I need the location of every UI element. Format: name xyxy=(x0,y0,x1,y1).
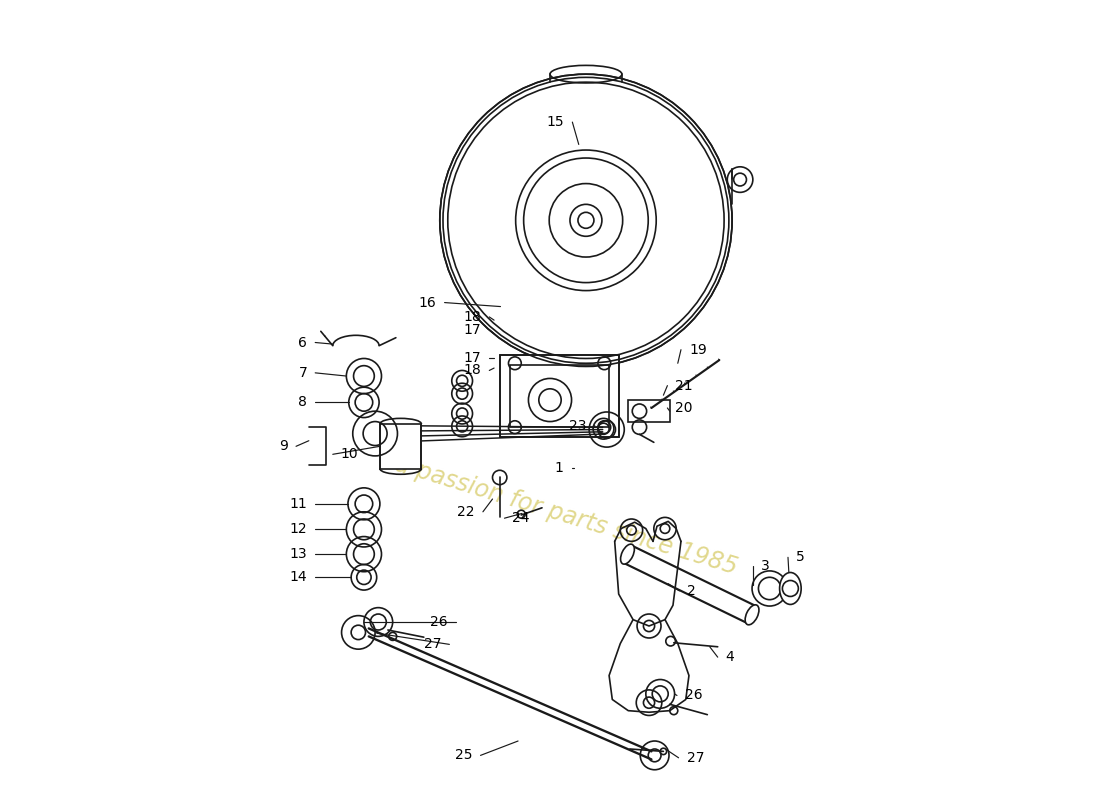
Text: 10: 10 xyxy=(341,447,359,462)
Bar xyxy=(500,355,618,437)
Text: 7: 7 xyxy=(298,366,307,380)
Bar xyxy=(510,365,609,427)
Ellipse shape xyxy=(780,573,801,605)
Text: 12: 12 xyxy=(289,522,307,536)
Bar xyxy=(379,424,421,469)
Text: 17: 17 xyxy=(464,350,482,365)
Text: 2: 2 xyxy=(688,584,696,598)
Ellipse shape xyxy=(620,544,635,564)
Text: 18: 18 xyxy=(463,310,482,324)
Bar xyxy=(628,400,670,422)
Text: 21: 21 xyxy=(675,378,693,393)
Text: 22: 22 xyxy=(458,505,475,519)
Circle shape xyxy=(440,74,733,366)
Text: 19: 19 xyxy=(689,342,706,357)
Text: 13: 13 xyxy=(289,547,307,561)
Text: 4: 4 xyxy=(726,650,735,664)
Text: 26: 26 xyxy=(430,615,448,629)
Text: 6: 6 xyxy=(298,335,307,350)
Text: 3: 3 xyxy=(761,559,770,573)
Text: 27: 27 xyxy=(424,638,441,651)
Text: a passion for parts since 1985: a passion for parts since 1985 xyxy=(392,452,740,579)
Text: 25: 25 xyxy=(455,748,473,762)
Text: 26: 26 xyxy=(685,689,703,702)
Text: 16: 16 xyxy=(419,295,437,310)
Text: 1: 1 xyxy=(554,461,563,475)
Text: 8: 8 xyxy=(298,395,307,410)
Text: 24: 24 xyxy=(513,511,530,525)
Text: 17: 17 xyxy=(464,322,482,337)
Text: 9: 9 xyxy=(279,439,288,454)
Text: 11: 11 xyxy=(289,497,307,511)
Text: 18: 18 xyxy=(463,363,482,378)
Text: 27: 27 xyxy=(686,750,704,765)
Bar xyxy=(500,355,618,437)
Text: 5: 5 xyxy=(796,550,805,564)
Text: 20: 20 xyxy=(675,401,693,415)
Text: 15: 15 xyxy=(547,115,564,129)
Ellipse shape xyxy=(745,605,759,625)
Text: 23: 23 xyxy=(569,418,586,433)
Text: 14: 14 xyxy=(289,570,307,584)
Text: europarts: europarts xyxy=(139,347,738,453)
